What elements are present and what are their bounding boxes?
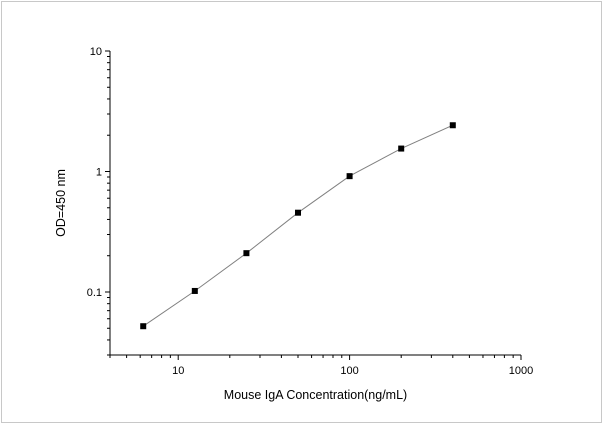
x-tick-label: 100	[340, 365, 358, 377]
data-point	[398, 145, 405, 152]
y-tick-label: 10	[90, 46, 102, 58]
data-point	[191, 287, 198, 294]
axes	[109, 51, 521, 356]
y-axis-title: OD=450 nm	[54, 169, 68, 237]
ticks: 10 100 1000 0.1 1 10	[87, 46, 534, 377]
data-point	[140, 323, 147, 330]
data-point	[295, 209, 302, 216]
chart-frame: 10 100 1000 0.1 1 10 Mouse IgA Concentration(…	[1, 1, 602, 423]
y-tick-label: 0.1	[87, 287, 102, 299]
data-point	[346, 173, 353, 180]
data-point	[243, 250, 250, 257]
x-tick-label: 10	[172, 365, 184, 377]
fit-curve	[142, 124, 454, 327]
x-axis-title: Mouse IgA Concentration(ng/mL)	[224, 388, 407, 402]
x-tick-label: 1000	[509, 365, 533, 377]
y-tick-label: 1	[96, 166, 102, 178]
data-points	[140, 122, 456, 330]
data-point	[449, 122, 456, 129]
